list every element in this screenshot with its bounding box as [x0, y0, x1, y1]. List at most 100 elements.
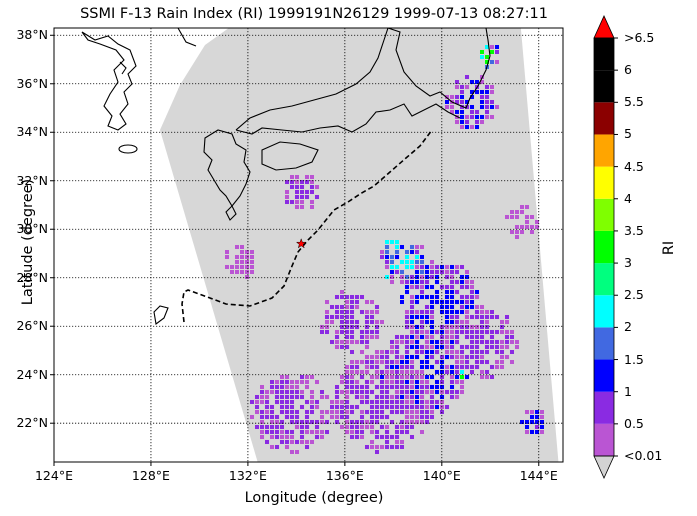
rain-cell — [475, 80, 479, 84]
rain-cell — [290, 380, 294, 384]
rain-cell — [420, 245, 424, 249]
rain-cell — [415, 280, 419, 284]
rain-cell — [260, 390, 264, 394]
rain-cell — [430, 270, 434, 274]
rain-cell — [405, 290, 409, 294]
rain-cell — [415, 350, 419, 354]
rain-cell — [410, 375, 414, 379]
rain-cell — [305, 440, 309, 444]
rain-cell — [300, 190, 304, 194]
rain-cell — [495, 365, 499, 369]
rain-cell — [295, 190, 299, 194]
rain-cell — [405, 275, 409, 279]
rain-cell — [290, 410, 294, 414]
rain-cell — [385, 380, 389, 384]
map-frame — [53, 27, 564, 463]
rain-cell — [365, 360, 369, 364]
rain-cell — [295, 450, 299, 454]
rain-cell — [365, 370, 369, 374]
rain-cell — [290, 395, 294, 399]
rain-cell — [310, 430, 314, 434]
rain-cell — [465, 75, 469, 79]
rain-cell — [445, 370, 449, 374]
rain-cell — [300, 195, 304, 199]
rain-cell — [530, 430, 534, 434]
rain-cell — [470, 285, 474, 289]
rain-cell — [485, 325, 489, 329]
rain-cell — [420, 360, 424, 364]
rain-cell — [470, 295, 474, 299]
rain-cell — [395, 435, 399, 439]
rain-cell — [240, 250, 244, 254]
rain-cell — [260, 395, 264, 399]
rain-cell — [340, 315, 344, 319]
rain-cell — [335, 305, 339, 309]
rain-cell — [350, 305, 354, 309]
rain-cell — [350, 350, 354, 354]
rain-cell — [380, 415, 384, 419]
rain-cell — [490, 315, 494, 319]
rain-cell — [400, 395, 404, 399]
rain-cell — [285, 200, 289, 204]
rain-cell — [425, 280, 429, 284]
rain-cell — [435, 345, 439, 349]
rain-cell — [460, 125, 464, 129]
rain-cell — [460, 120, 464, 124]
rain-cell — [430, 305, 434, 309]
rain-cell — [480, 335, 484, 339]
rain-cell — [400, 375, 404, 379]
rain-cell — [375, 400, 379, 404]
rain-cell — [415, 245, 419, 249]
rain-cell — [395, 395, 399, 399]
rain-cell — [335, 390, 339, 394]
rain-cell — [515, 345, 519, 349]
rain-cell — [280, 420, 284, 424]
rain-cells — [225, 45, 544, 454]
rain-cell — [430, 385, 434, 389]
rain-cell — [420, 370, 424, 374]
rain-cell — [470, 115, 474, 119]
rain-cell — [480, 55, 484, 59]
rain-cell — [460, 370, 464, 374]
y-tick-label: 26°N — [16, 318, 48, 334]
rain-cell — [445, 290, 449, 294]
rain-cell — [340, 325, 344, 329]
rain-cell — [330, 410, 334, 414]
rain-cell — [305, 410, 309, 414]
rain-cell — [330, 400, 334, 404]
rain-cell — [405, 415, 409, 419]
colorbar-segment — [594, 102, 614, 135]
rain-cell — [455, 360, 459, 364]
colorbar-tick-label: 3 — [624, 255, 632, 271]
rain-cell — [295, 195, 299, 199]
rain-cell — [500, 360, 504, 364]
rain-cell — [500, 365, 504, 369]
rain-cell — [395, 410, 399, 414]
rain-cell — [385, 370, 389, 374]
rain-cell — [400, 340, 404, 344]
rain-cell — [465, 125, 469, 129]
rain-cell — [410, 320, 414, 324]
rain-cell — [300, 425, 304, 429]
rain-cell — [430, 405, 434, 409]
rain-cell — [415, 420, 419, 424]
rain-cell — [485, 320, 489, 324]
colorbar-title: RI — [661, 240, 678, 256]
rain-cell — [465, 345, 469, 349]
rain-cell — [390, 445, 394, 449]
rain-cell — [495, 350, 499, 354]
rain-cell — [415, 265, 419, 269]
rain-cell — [420, 430, 424, 434]
rain-cell — [375, 445, 379, 449]
rain-cell — [265, 410, 269, 414]
rain-cell — [455, 310, 459, 314]
rain-cell — [460, 90, 464, 94]
rain-cell — [385, 355, 389, 359]
rain-cell — [390, 365, 394, 369]
rain-cell — [445, 265, 449, 269]
rain-cell — [460, 295, 464, 299]
rain-cell — [465, 280, 469, 284]
rain-cell — [520, 205, 524, 209]
rain-cell — [455, 365, 459, 369]
rain-cell — [410, 265, 414, 269]
